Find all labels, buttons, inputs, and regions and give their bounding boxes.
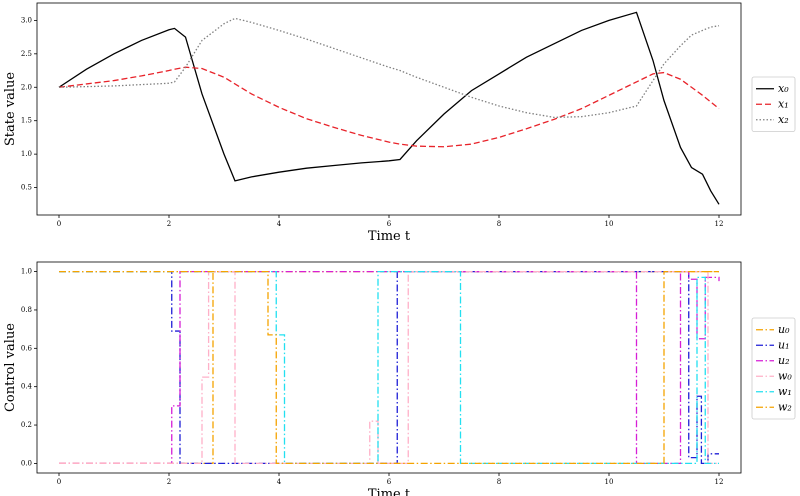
legend-label: u₀ [778,323,790,336]
series-line [58,11,720,205]
legend-label: w₀ [778,369,792,382]
legend-label: w₁ [778,385,792,398]
legend-label: w₂ [778,400,792,413]
plot-area [36,2,742,216]
legend-label: x₂ [778,113,789,126]
series-line [58,66,720,148]
legend-box [751,317,796,420]
y-tick-label: 0.0 [21,459,32,467]
x-tick-label: 10 [605,220,614,228]
series-line [59,270,719,465]
y-tick-label: 0.2 [21,421,32,429]
y-axis-label: State value [3,72,18,147]
series-line [59,270,719,465]
y-tick-label: 0.4 [21,383,33,391]
x-tick-label: 0 [57,478,61,486]
series-line [59,270,720,465]
y-axis-label: Control value [3,323,18,412]
y-tick-label: 0.6 [21,344,33,352]
x-tick-label: 2 [167,478,171,486]
legend-label: x₁ [778,97,789,110]
x-tick-label: 4 [277,478,282,486]
legend-label: x₀ [778,82,789,95]
x-tick-label: 12 [715,220,724,228]
series-line [58,17,720,119]
x-axis-label: Time t [368,487,411,496]
x-tick-label: 10 [605,478,614,486]
legend-label: u₁ [778,338,790,351]
series-line [59,270,719,465]
x-tick-label: 8 [497,220,501,228]
plot-area [36,261,742,474]
y-tick-label: 1.0 [21,150,32,158]
x-tick-label: 4 [277,220,282,228]
y-tick-label: 1.5 [21,117,32,125]
y-tick-label: 3.0 [21,16,32,24]
x-tick-label: 12 [715,478,724,486]
y-tick-label: 2.5 [21,50,32,58]
x-tick-label: 2 [167,220,171,228]
subplot: 0 2 4 6 8 10 12 0.5 1.0 1.5 2.0 2.5 3.0 Time t State v… [3,2,796,244]
y-tick-label: 2.0 [21,83,32,91]
x-tick-label: 6 [387,220,392,228]
y-tick-label: 1.0 [21,268,32,276]
x-axis-label: Time t [368,229,411,244]
subplot: 0 2 4 6 8 10 12 0.0 0.2 0.4 0.6 0.8 1.0 Time t Control… [3,261,796,496]
x-tick-label: 8 [497,478,501,486]
legend-label: u₂ [778,354,790,367]
legend-box [751,76,796,132]
y-tick-label: 0.5 [21,184,32,192]
x-tick-label: 6 [387,478,392,486]
series-line [59,270,719,465]
x-tick-label: 0 [57,220,61,228]
y-tick-label: 0.8 [21,306,32,314]
series-line [59,270,719,465]
